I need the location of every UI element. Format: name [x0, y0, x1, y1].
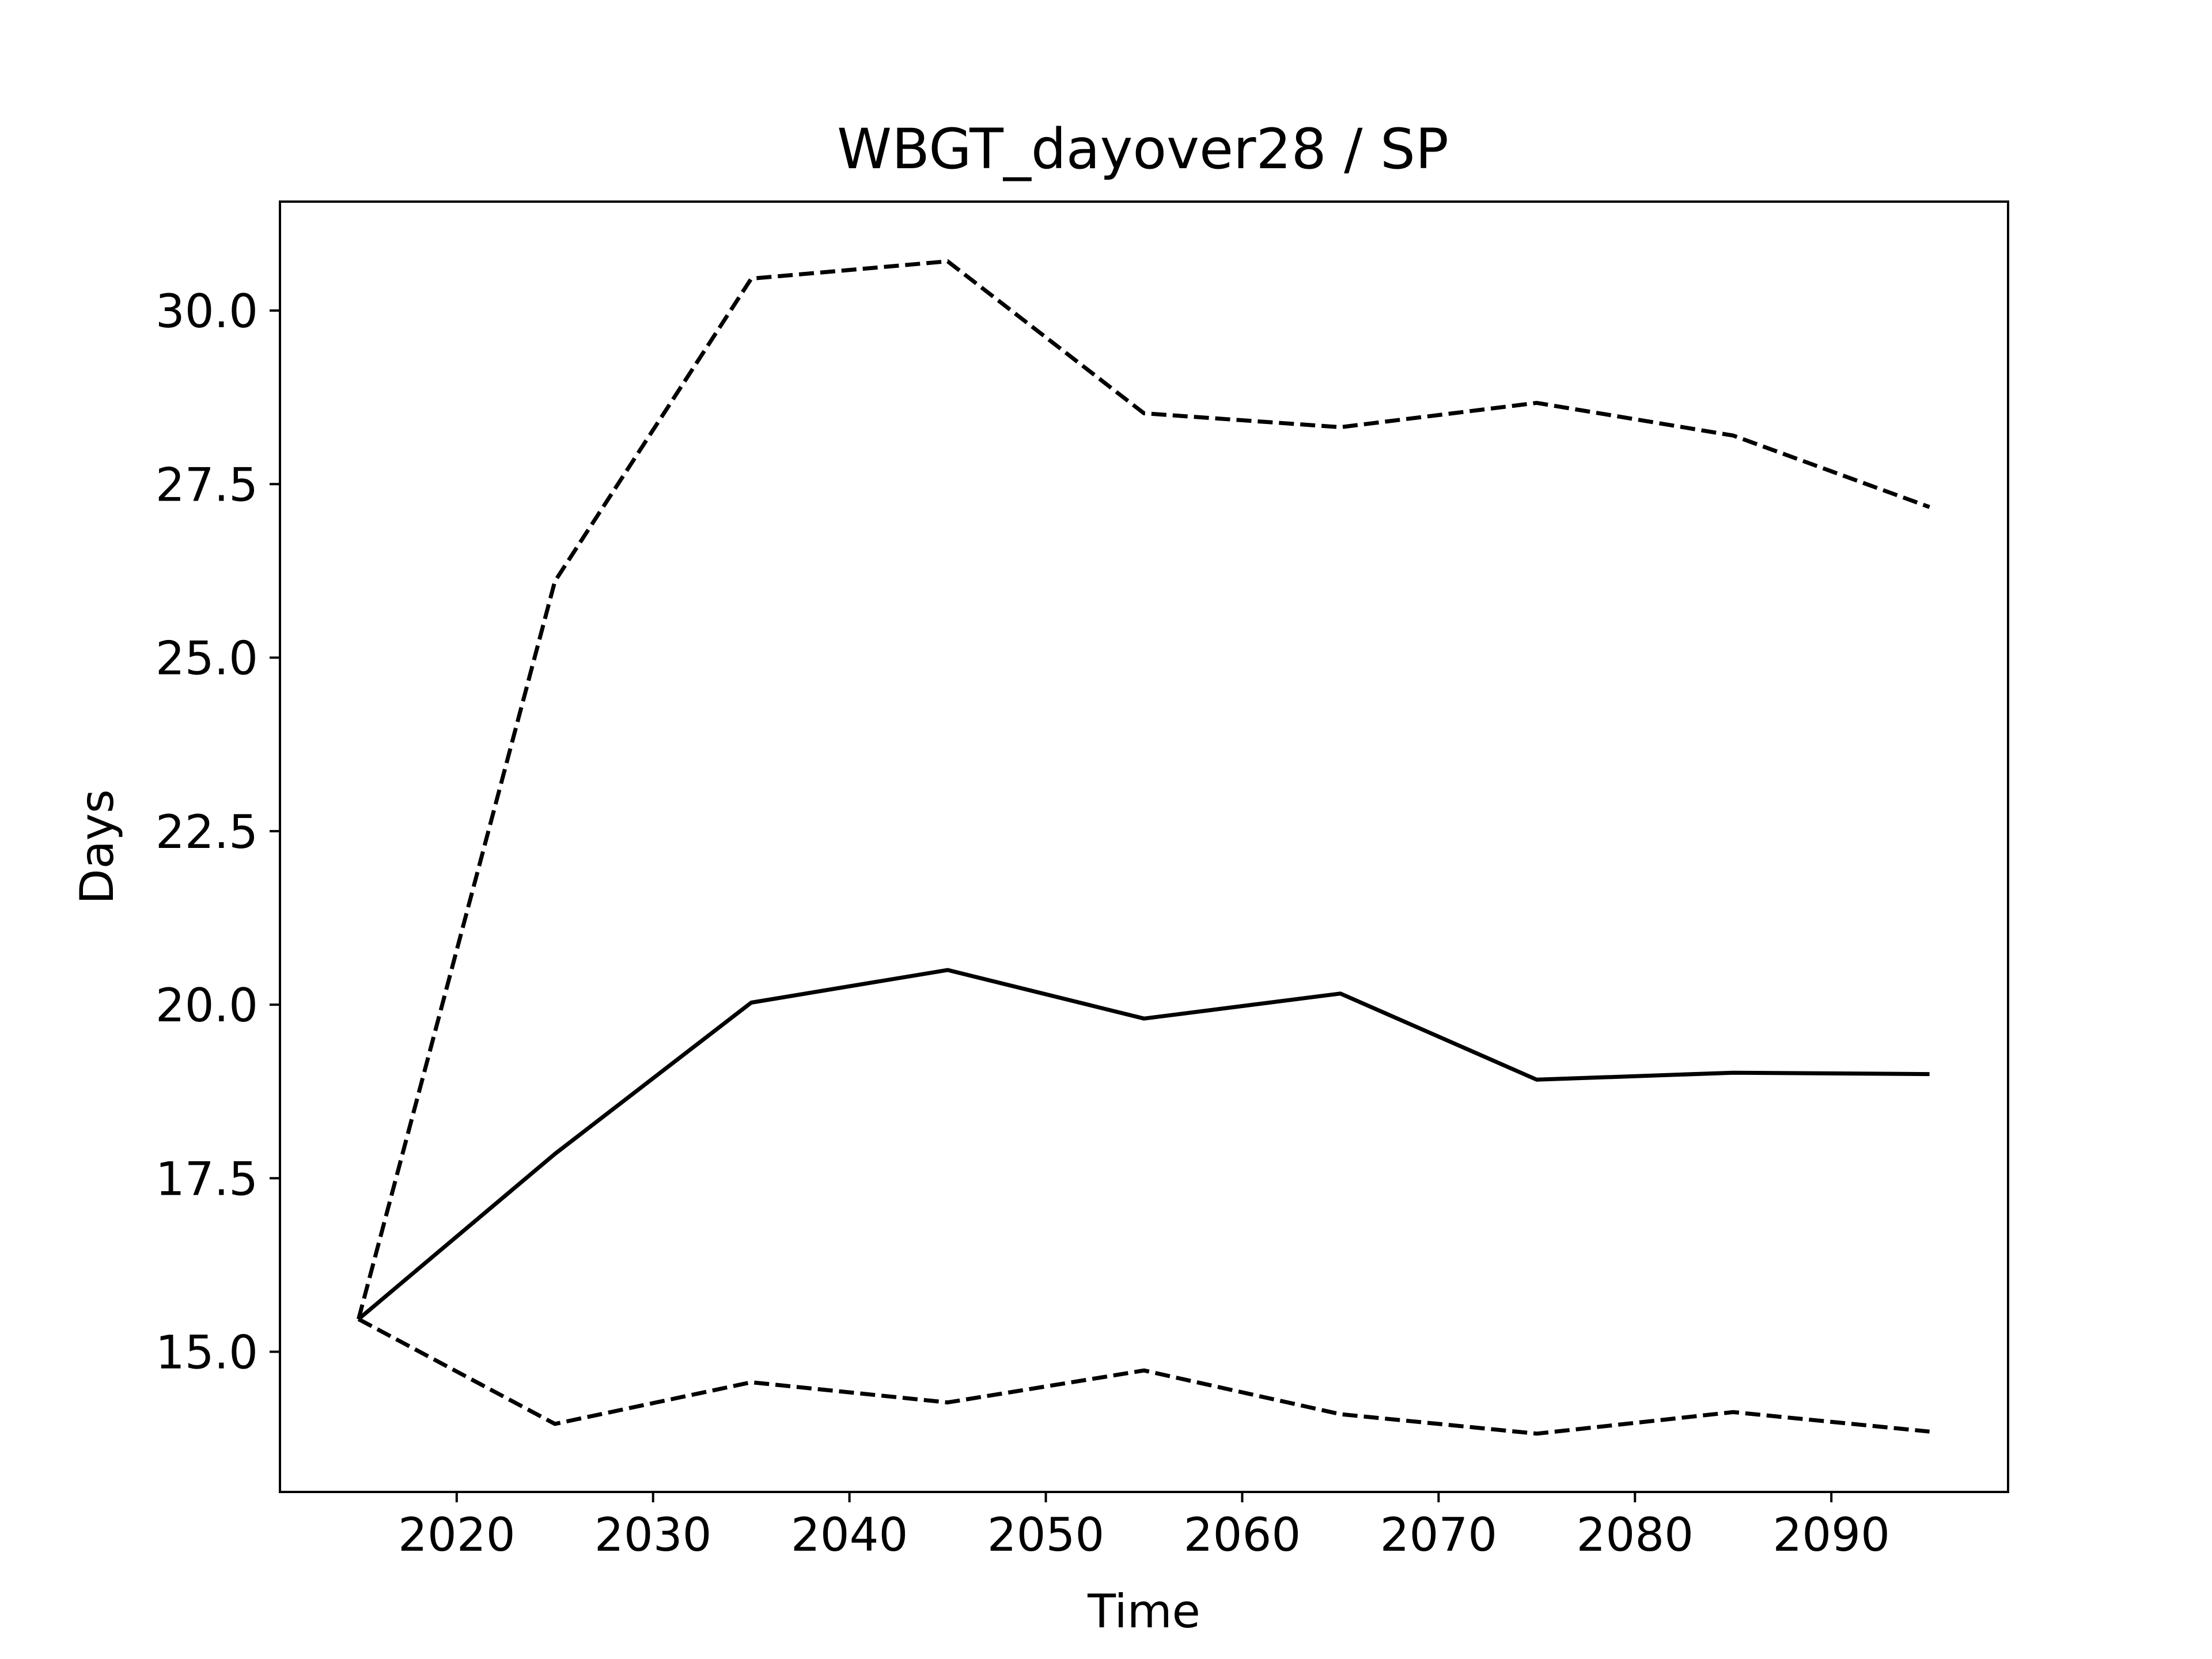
y-tick-label-17.5: 17.5	[156, 1152, 258, 1206]
y-tick-label-22.5: 22.5	[156, 805, 258, 859]
series-line-2	[357, 259, 1930, 1320]
series-line-1	[357, 968, 1930, 1321]
x-tick-label-2090: 2090	[1772, 1508, 1890, 1562]
x-tick-label-2080: 2080	[1576, 1508, 1694, 1562]
x-tick-label-2050: 2050	[987, 1508, 1105, 1562]
y-tick-label-20: 20.0	[156, 979, 258, 1032]
x-tick-label-2030: 2030	[594, 1508, 712, 1562]
x-axis-ticks: 2020 2030 2040 2050 2060 2070 2080 2090	[398, 1492, 1890, 1562]
x-tick-label-2060: 2060	[1184, 1508, 1301, 1562]
y-tick-label-25: 25.0	[156, 632, 258, 685]
y-tick-label-30: 30.0	[156, 285, 258, 338]
x-tick-label-2020: 2020	[398, 1508, 516, 1562]
x-axis-label: Time	[1087, 1585, 1200, 1638]
series-line-3	[357, 1317, 1930, 1436]
y-axis-label: Days	[70, 789, 124, 904]
y-tick-label-27.5: 27.5	[156, 458, 258, 512]
chart-title: WBGT_dayover28 / SP	[837, 117, 1449, 181]
y-tick-label-15: 15.0	[156, 1326, 258, 1380]
y-axis-ticks: 15.0 17.5 20.0 22.5 25.0 27.5 30.0	[156, 285, 280, 1380]
x-tick-label-2070: 2070	[1380, 1508, 1498, 1562]
x-tick-label-2040: 2040	[791, 1508, 908, 1562]
plot-frame	[279, 200, 2009, 1493]
series-layer	[357, 259, 1930, 1436]
